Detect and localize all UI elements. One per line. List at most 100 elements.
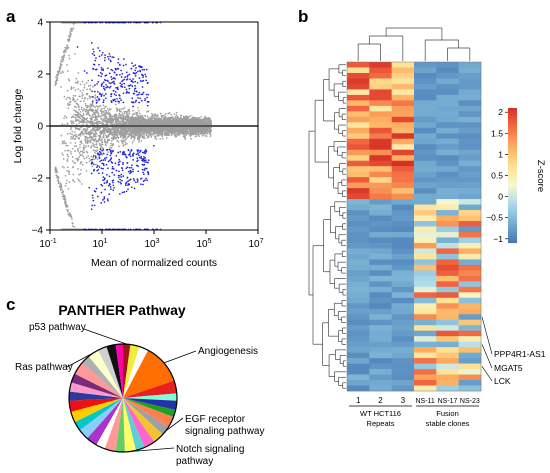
data-point bbox=[149, 121, 152, 124]
data-point bbox=[63, 140, 66, 142]
data-point bbox=[63, 166, 65, 169]
data-point bbox=[161, 137, 164, 140]
data-point bbox=[124, 118, 126, 120]
data-point bbox=[117, 102, 120, 104]
data-point bbox=[138, 130, 141, 133]
data-point bbox=[86, 142, 89, 145]
data-point bbox=[140, 121, 142, 123]
data-point bbox=[115, 118, 118, 121]
data-point bbox=[79, 140, 82, 143]
data-point bbox=[145, 133, 148, 136]
data-point bbox=[199, 118, 201, 121]
data-point bbox=[135, 134, 138, 137]
data-point bbox=[66, 153, 69, 156]
data-point bbox=[96, 123, 99, 125]
data-point bbox=[61, 142, 64, 145]
data-point bbox=[84, 140, 87, 143]
data-point bbox=[140, 123, 143, 126]
data-point bbox=[66, 70, 69, 72]
data-point bbox=[86, 121, 88, 124]
data-point bbox=[88, 157, 91, 160]
data-point bbox=[66, 149, 69, 152]
data-point bbox=[126, 142, 128, 145]
data-point bbox=[194, 117, 197, 120]
data-point bbox=[79, 90, 82, 92]
data-point bbox=[104, 143, 107, 145]
data-point bbox=[87, 140, 89, 143]
data-point bbox=[64, 115, 66, 117]
data-point bbox=[75, 134, 77, 136]
data-point bbox=[65, 98, 68, 100]
data-point bbox=[154, 137, 157, 139]
data-point bbox=[74, 162, 76, 164]
data-point bbox=[151, 121, 154, 123]
data-point bbox=[101, 138, 103, 140]
data-point bbox=[136, 128, 138, 130]
data-point bbox=[93, 140, 96, 142]
data-point bbox=[94, 149, 96, 152]
data-point bbox=[82, 128, 85, 131]
data-point bbox=[86, 137, 89, 140]
data-point bbox=[112, 130, 115, 133]
data-point bbox=[81, 163, 84, 166]
data-point bbox=[103, 107, 106, 110]
data-point bbox=[124, 143, 127, 146]
data-point bbox=[182, 135, 185, 138]
data-point bbox=[132, 131, 135, 133]
data-point bbox=[98, 122, 101, 125]
data-point bbox=[72, 179, 74, 182]
data-point bbox=[175, 114, 178, 117]
data-point bbox=[104, 132, 106, 135]
data-point bbox=[99, 105, 102, 107]
data-point bbox=[66, 132, 69, 135]
data-point bbox=[133, 135, 136, 137]
data-point bbox=[185, 122, 188, 125]
data-point bbox=[70, 137, 72, 140]
data-point bbox=[83, 130, 86, 132]
data-point bbox=[204, 135, 207, 137]
data-point bbox=[66, 89, 69, 92]
data-point bbox=[159, 118, 161, 121]
data-point bbox=[108, 119, 111, 122]
data-point bbox=[74, 89, 77, 91]
data-point bbox=[138, 132, 140, 135]
data-point bbox=[62, 158, 65, 160]
data-point bbox=[138, 139, 140, 141]
data-point bbox=[79, 180, 81, 183]
data-point bbox=[90, 146, 92, 149]
data-point bbox=[73, 138, 76, 141]
data-point bbox=[74, 110, 77, 113]
data-point bbox=[124, 141, 127, 144]
data-point bbox=[88, 114, 91, 117]
data-point bbox=[78, 122, 80, 124]
data-point bbox=[204, 133, 206, 135]
data-point bbox=[85, 108, 88, 111]
data-point bbox=[90, 139, 93, 141]
data-point bbox=[86, 112, 88, 115]
data-point bbox=[114, 116, 117, 119]
data-point bbox=[79, 114, 82, 117]
data-point bbox=[89, 132, 92, 135]
data-point bbox=[96, 108, 99, 110]
data-point bbox=[96, 146, 99, 149]
data-point bbox=[101, 143, 104, 146]
data-point bbox=[62, 71, 64, 74]
data-point bbox=[144, 137, 146, 140]
data-point bbox=[89, 106, 91, 109]
data-point bbox=[93, 123, 95, 126]
data-point bbox=[140, 133, 143, 136]
data-point bbox=[88, 160, 91, 163]
data-point bbox=[90, 104, 93, 107]
data-point bbox=[73, 145, 76, 147]
data-point bbox=[159, 112, 162, 115]
data-point bbox=[117, 141, 120, 143]
data-point bbox=[105, 144, 107, 147]
data-point bbox=[87, 110, 89, 112]
data-point bbox=[86, 139, 89, 141]
data-point bbox=[123, 106, 126, 109]
data-point bbox=[70, 87, 73, 90]
data-point bbox=[200, 115, 202, 118]
data-point bbox=[89, 159, 92, 162]
data-point bbox=[144, 115, 147, 117]
data-point bbox=[92, 135, 95, 138]
